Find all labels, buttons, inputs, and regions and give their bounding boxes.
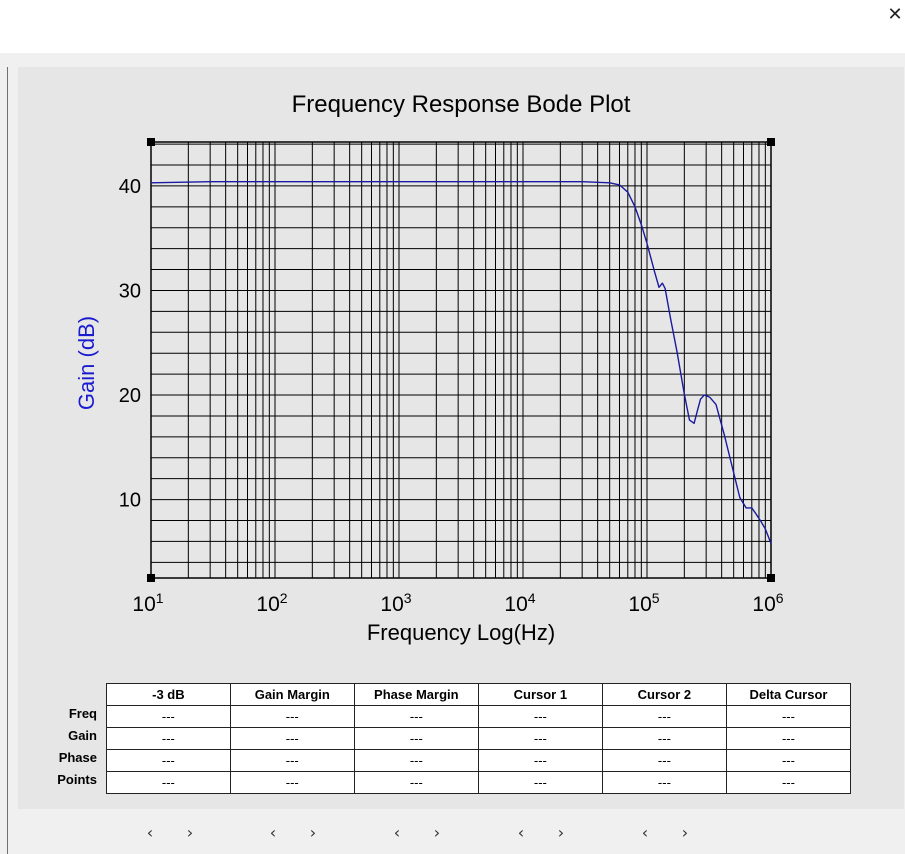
table-cell: ---: [477, 771, 603, 794]
table-cell: ---: [229, 727, 355, 750]
column-header: Cursor 1: [477, 683, 603, 706]
chevron-left-icon[interactable]: ‹: [269, 823, 277, 842]
chevron-left-icon[interactable]: ‹: [393, 823, 401, 842]
x-tick-label: 104: [504, 590, 535, 616]
column-header: Phase Margin: [353, 683, 479, 706]
chevron-right-icon[interactable]: ›: [309, 823, 317, 842]
chevron-right-icon[interactable]: ›: [186, 823, 194, 842]
plot-frame: [150, 141, 772, 579]
resize-handle: [147, 574, 155, 582]
row-label-gain: Gain: [68, 728, 97, 743]
row-label-phase: Phase: [58, 750, 97, 765]
table-cell: ---: [725, 705, 852, 728]
table-header-row: -3 dB Gain Margin Phase Margin Cursor 1 …: [106, 683, 852, 706]
table-cell: ---: [477, 749, 603, 772]
chevron-right-icon[interactable]: ›: [557, 823, 565, 842]
x-tick-label: 101: [132, 590, 163, 616]
table-cell: ---: [353, 749, 479, 772]
table-cell: ---: [106, 705, 231, 728]
chevron-right-icon[interactable]: ›: [433, 823, 441, 842]
y-tick-label: 40: [119, 176, 141, 198]
table-cell: ---: [601, 727, 727, 750]
row-labels: Freq Gain Phase Points: [40, 705, 97, 793]
cursor-nav-5: ‹ ›: [635, 822, 695, 844]
chevron-left-icon[interactable]: ‹: [517, 823, 525, 842]
chart-title: Frequency Response Bode Plot: [292, 91, 631, 118]
chevron-left-icon[interactable]: ‹: [641, 823, 649, 842]
table-cell: ---: [477, 705, 603, 728]
table-row: --- --- --- --- --- ---: [106, 749, 852, 772]
close-icon[interactable]: ✕: [887, 4, 903, 25]
table-cell: ---: [725, 749, 852, 772]
table-cell: ---: [106, 749, 231, 772]
table-cell: ---: [353, 727, 479, 750]
cursor-nav-4: ‹ ›: [511, 822, 571, 844]
column-header: Delta Cursor: [725, 683, 852, 706]
table-row: --- --- --- --- --- ---: [106, 705, 852, 728]
divider: [7, 67, 8, 854]
table-cell: ---: [229, 749, 355, 772]
table-cell: ---: [601, 771, 727, 794]
table-cell: ---: [477, 727, 603, 750]
x-tick-label: 102: [256, 590, 287, 616]
table-cell: ---: [601, 705, 727, 728]
cursor-nav-1: ‹ ›: [140, 822, 200, 844]
cursor-controls: [18, 809, 904, 854]
row-label-points: Points: [57, 772, 97, 787]
resize-handle: [767, 574, 775, 582]
bode-plot: Frequency Response Bode Plot Frequency Lo…: [74, 91, 784, 645]
table-cell: ---: [601, 749, 727, 772]
chevron-left-icon[interactable]: ‹: [146, 823, 154, 842]
resize-handle: [767, 138, 775, 146]
y-axis-label: Gain (dB): [74, 316, 99, 410]
resize-handle: [147, 138, 155, 146]
table-cell: ---: [106, 727, 231, 750]
x-tick-label: 103: [380, 590, 411, 616]
table-cell: ---: [725, 771, 852, 794]
table-cell: ---: [353, 705, 479, 728]
chevron-right-icon[interactable]: ›: [681, 823, 689, 842]
table-row: --- --- --- --- --- ---: [106, 727, 852, 750]
x-tick-label: 105: [628, 590, 659, 616]
y-tick-label: 20: [119, 385, 141, 407]
y-tick-label: 10: [119, 490, 141, 512]
cursor-nav-2: ‹ ›: [263, 822, 323, 844]
table-cell: ---: [229, 771, 355, 794]
table-cell: ---: [229, 705, 355, 728]
table-cell: ---: [353, 771, 479, 794]
table-cell: ---: [106, 771, 231, 794]
table-row: --- --- --- --- --- ---: [106, 771, 852, 794]
cursor-nav-3: ‹ ›: [387, 822, 447, 844]
gain-curve: [150, 181, 772, 544]
x-tick-label: 106: [752, 590, 783, 616]
title-bar: ✕: [0, 0, 905, 53]
y-tick-label: 30: [119, 280, 141, 302]
column-header: Cursor 2: [601, 683, 727, 706]
x-axis-label: Frequency Log(Hz): [367, 620, 555, 645]
row-label-freq: Freq: [68, 706, 97, 721]
column-header: -3 dB: [106, 683, 231, 706]
table-cell: ---: [725, 727, 852, 750]
column-header: Gain Margin: [229, 683, 355, 706]
results-table: -3 dB Gain Margin Phase Margin Cursor 1 …: [106, 683, 852, 794]
